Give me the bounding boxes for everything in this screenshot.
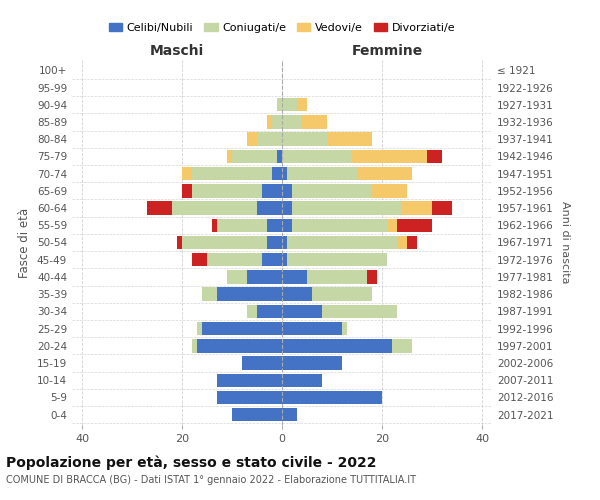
- Bar: [282, 202, 292, 215]
- Bar: [392, 339, 412, 352]
- Text: Femmine: Femmine: [352, 44, 422, 59]
- Bar: [232, 150, 277, 163]
- Text: Popolazione per età, sesso e stato civile - 2022: Popolazione per età, sesso e stato civil…: [6, 455, 377, 469]
- Bar: [282, 270, 307, 283]
- Bar: [217, 288, 282, 301]
- Bar: [217, 390, 282, 404]
- Bar: [212, 218, 217, 232]
- Bar: [202, 288, 217, 301]
- Bar: [217, 374, 282, 387]
- Bar: [147, 202, 172, 215]
- Bar: [357, 167, 412, 180]
- Bar: [282, 408, 297, 422]
- Bar: [312, 288, 372, 301]
- Bar: [177, 236, 182, 249]
- Bar: [272, 167, 282, 180]
- Bar: [282, 184, 292, 198]
- Legend: Celibi/Nubili, Coniugati/e, Vedovi/e, Divorziati/e: Celibi/Nubili, Coniugati/e, Vedovi/e, Di…: [104, 18, 460, 37]
- Bar: [282, 304, 322, 318]
- Bar: [282, 98, 297, 112]
- Bar: [282, 116, 302, 128]
- Bar: [262, 184, 282, 198]
- Bar: [207, 253, 262, 266]
- Bar: [182, 236, 267, 249]
- Bar: [242, 356, 282, 370]
- Bar: [192, 184, 262, 198]
- Bar: [282, 322, 342, 336]
- Bar: [267, 116, 272, 128]
- Bar: [342, 322, 347, 336]
- Bar: [297, 98, 307, 112]
- Bar: [192, 253, 207, 266]
- Bar: [282, 167, 287, 180]
- Bar: [197, 322, 202, 336]
- Text: COMUNE DI BRACCA (BG) - Dati ISTAT 1° gennaio 2022 - Elaborazione TUTTITALIA.IT: COMUNE DI BRACCA (BG) - Dati ISTAT 1° ge…: [6, 475, 416, 485]
- Bar: [282, 253, 287, 266]
- Bar: [262, 253, 282, 266]
- Bar: [227, 150, 232, 163]
- Bar: [387, 218, 397, 232]
- Bar: [322, 304, 397, 318]
- Bar: [352, 150, 427, 163]
- Bar: [407, 236, 417, 249]
- Bar: [287, 253, 387, 266]
- Bar: [302, 116, 327, 128]
- Bar: [282, 288, 312, 301]
- Bar: [257, 304, 282, 318]
- Y-axis label: Anni di nascita: Anni di nascita: [560, 201, 570, 284]
- Bar: [197, 339, 282, 352]
- Bar: [292, 202, 402, 215]
- Bar: [282, 236, 287, 249]
- Bar: [282, 218, 292, 232]
- Bar: [432, 202, 452, 215]
- Bar: [227, 270, 247, 283]
- Bar: [247, 304, 257, 318]
- Bar: [172, 202, 257, 215]
- Bar: [292, 218, 387, 232]
- Bar: [397, 218, 432, 232]
- Bar: [282, 150, 352, 163]
- Bar: [427, 150, 442, 163]
- Bar: [182, 184, 192, 198]
- Bar: [217, 218, 267, 232]
- Bar: [282, 374, 322, 387]
- Bar: [282, 390, 382, 404]
- Bar: [247, 132, 257, 146]
- Bar: [402, 202, 432, 215]
- Bar: [272, 116, 282, 128]
- Bar: [282, 356, 342, 370]
- Bar: [282, 132, 327, 146]
- Bar: [372, 184, 407, 198]
- Text: Maschi: Maschi: [150, 44, 204, 59]
- Bar: [397, 236, 407, 249]
- Bar: [282, 339, 392, 352]
- Bar: [192, 339, 197, 352]
- Bar: [287, 236, 397, 249]
- Bar: [367, 270, 377, 283]
- Bar: [277, 150, 282, 163]
- Y-axis label: Fasce di età: Fasce di età: [19, 208, 31, 278]
- Bar: [287, 167, 357, 180]
- Bar: [292, 184, 372, 198]
- Bar: [267, 236, 282, 249]
- Bar: [257, 202, 282, 215]
- Bar: [182, 167, 192, 180]
- Bar: [257, 132, 282, 146]
- Bar: [247, 270, 282, 283]
- Bar: [232, 408, 282, 422]
- Bar: [277, 98, 282, 112]
- Bar: [307, 270, 367, 283]
- Bar: [202, 322, 282, 336]
- Bar: [267, 218, 282, 232]
- Bar: [192, 167, 272, 180]
- Bar: [327, 132, 372, 146]
